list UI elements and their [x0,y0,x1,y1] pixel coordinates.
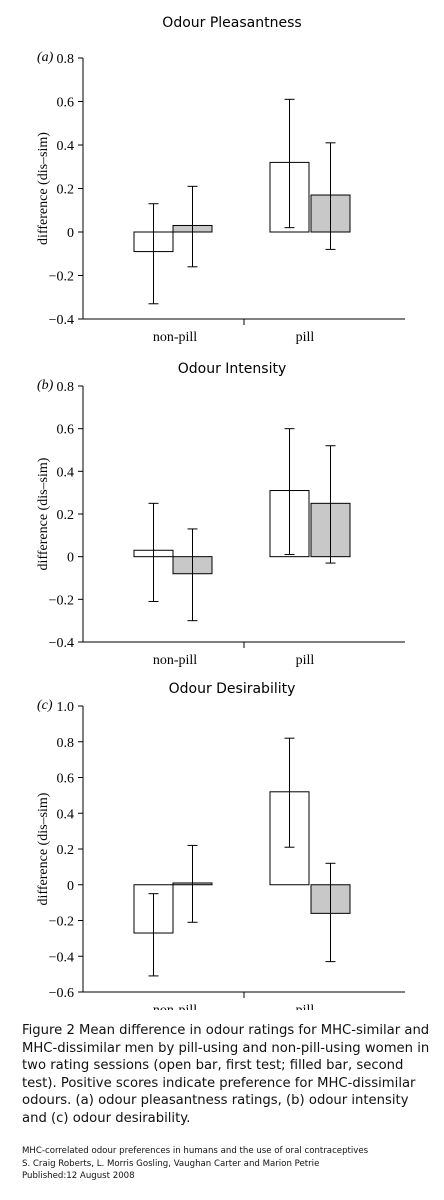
published-date: Published:12 August 2008 [22,1170,442,1183]
y-tick-label: −0.6 [49,986,74,1001]
y-tick-label: 0.2 [57,183,75,198]
chart-panel: Odour Intensity (b) difference (dis–sim) −0… [36,361,405,668]
y-tick-label: 0.8 [57,380,75,395]
x-tick-label: non-pill [153,1003,197,1010]
x-tick-label: pill [296,1003,315,1010]
y-tick-label: 0.2 [57,508,75,523]
y-tick-label: 0 [67,551,74,566]
y-axis-label: difference (dis–sim) [36,457,51,570]
x-tick-label: pill [296,330,315,345]
article-authors: S. Craig Roberts, L. Morris Gosling, Vau… [22,1158,442,1171]
x-tick-label: pill [296,653,315,668]
article-title: MHC-correlated odour preferences in huma… [22,1145,442,1158]
y-tick-label: 0.8 [57,736,75,751]
chart-title: Odour Intensity [178,361,287,377]
y-axis-label: difference (dis–sim) [36,132,51,245]
panel-label: (b) [37,378,54,393]
y-tick-label: 1.0 [57,700,75,715]
panel-label: (c) [37,698,53,713]
y-tick-label: 0 [67,879,74,894]
y-tick-label: −0.4 [49,313,74,328]
y-tick-label: 0.6 [57,96,75,111]
y-tick-label: −0.4 [49,950,74,965]
y-tick-label: 0.2 [57,843,75,858]
chart-title: Odour Desirability [169,681,296,697]
x-tick-label: non-pill [153,330,197,345]
x-tick-label: non-pill [153,653,197,668]
source-info: MHC-correlated odour preferences in huma… [22,1145,442,1183]
chart-title: Odour Pleasantness [162,15,301,31]
y-tick-label: 0 [67,226,74,241]
chart-panel: Odour Pleasantness (a) difference (dis–sim… [36,15,405,345]
y-tick-label: 0.6 [57,423,75,438]
chart-panel: Odour Desirability (c) difference (dis–sim… [36,681,405,1010]
y-tick-label: 0.6 [57,772,75,787]
y-tick-label: −0.2 [49,915,74,930]
y-tick-label: 0.4 [57,465,75,480]
y-tick-label: 0.8 [57,52,75,67]
y-axis-label: difference (dis–sim) [36,792,51,905]
panel-label: (a) [37,50,54,65]
y-tick-label: −0.4 [49,636,74,651]
y-tick-label: −0.2 [49,270,74,285]
y-tick-label: 0.4 [57,807,75,822]
y-tick-label: 0.4 [57,139,75,154]
figure-caption: Figure 2 Mean difference in odour rating… [22,1022,432,1127]
y-tick-label: −0.2 [49,593,74,608]
figure-svg: Odour Pleasantness (a) difference (dis–sim… [0,0,444,1010]
